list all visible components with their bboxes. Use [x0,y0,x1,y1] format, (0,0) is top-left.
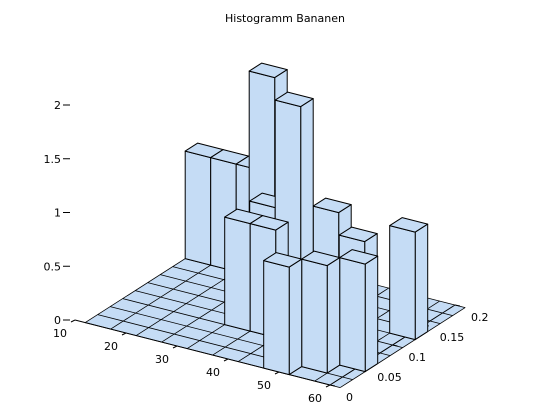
bar-top-face [248,62,288,79]
y-tick-label: 0.2 [471,311,489,324]
histogram-bar [263,252,303,376]
bars [184,62,429,376]
x-tick-label: 30 [155,353,169,366]
bar-front-face [224,216,251,332]
bar-front-face [301,258,328,374]
z-tick-label: 0.5 [44,260,62,273]
x-tick-label: 10 [53,327,67,340]
x-tick [70,319,76,323]
bar-top-face [301,250,341,267]
bar-top-face [312,197,352,214]
bar-front-face [389,225,416,341]
bar-front-face [339,257,366,373]
x-tick [121,332,127,336]
y-tick [329,384,336,387]
x-tick-label: 40 [206,366,220,379]
y-tick-label: 0.15 [440,331,465,344]
bar-front-face [184,150,212,266]
y-tick [392,344,398,347]
x-tick [172,345,178,349]
bar-side-face [364,255,379,373]
x-tick [223,358,229,362]
x-tick-label: 50 [257,379,271,392]
tick-labels: 10 20 30 40 50 60 0 0.05 0.1 0.15 0.2 0 0.5 1 1.5 2 [44,99,489,405]
bar-top-face [274,91,314,108]
z-tick-label: 1.5 [44,153,62,166]
bar-front-face [263,260,290,376]
chart-title: Histogramm Bananen [225,12,345,25]
histogram-bar [389,217,429,341]
y-tick-label: 0.1 [409,351,427,364]
bar-top-face [263,252,303,268]
histogram-bar [301,250,341,374]
bar-side-face [326,257,341,374]
bar-top-face [339,249,379,265]
y-tick [454,304,461,307]
x-tick-label: 20 [104,340,118,353]
bar-top-face [249,215,289,231]
bar-top-face [389,217,429,233]
bar-top-face [338,226,378,243]
y-tick-label: 0 [346,391,353,404]
z-tick-label: 1 [54,207,61,220]
z-tick-label: 0 [54,314,61,327]
x-tick-label: 60 [308,392,322,405]
x-tick [325,384,331,388]
histogram-bar [339,249,379,373]
y-tick-label: 0.05 [377,371,402,384]
bar-side-face [414,223,429,341]
bar-side-face [288,258,303,376]
z-tick-label: 2 [54,99,61,112]
